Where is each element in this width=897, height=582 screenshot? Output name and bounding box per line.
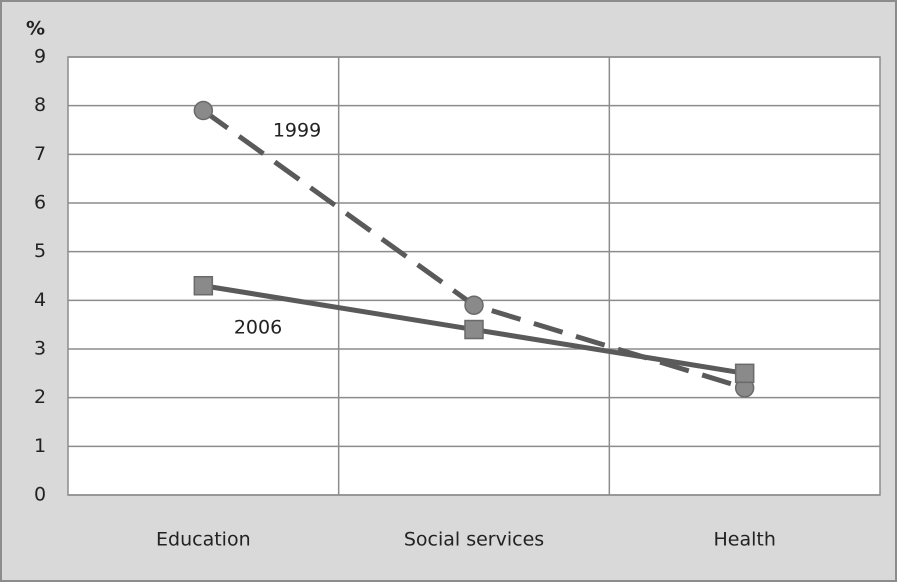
y-tick-label: 1 bbox=[34, 435, 46, 457]
marker bbox=[193, 100, 214, 121]
y-tick-label: 2 bbox=[34, 386, 46, 408]
x-tick-label: Health bbox=[713, 529, 775, 551]
y-tick-label: 6 bbox=[34, 192, 46, 214]
x-tick-label: Education bbox=[156, 529, 251, 551]
marker bbox=[193, 275, 214, 296]
marker bbox=[464, 319, 484, 340]
y-axis-label: % bbox=[26, 18, 45, 40]
y-tick-label: 3 bbox=[34, 338, 46, 360]
series-label: 1999 bbox=[273, 120, 321, 142]
marker bbox=[464, 295, 484, 315]
x-tick-label: Social services bbox=[404, 529, 544, 551]
y-tick-label: 7 bbox=[34, 143, 46, 165]
y-tick-label: 9 bbox=[34, 46, 46, 68]
marker bbox=[734, 363, 755, 384]
y-tick-label: 5 bbox=[34, 240, 46, 262]
series-label: 2006 bbox=[234, 317, 282, 339]
y-tick-label: 0 bbox=[34, 484, 46, 506]
y-tick-label: 8 bbox=[34, 94, 46, 116]
y-tick-label: 4 bbox=[34, 289, 46, 311]
plot-area bbox=[67, 56, 881, 496]
